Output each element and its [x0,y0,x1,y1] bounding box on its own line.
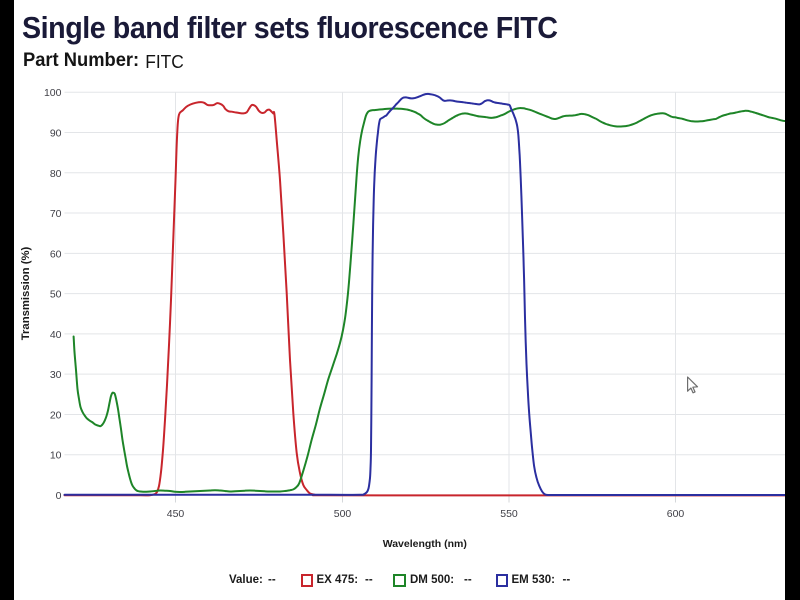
svg-text:40: 40 [50,329,62,341]
svg-text:90: 90 [50,128,62,140]
svg-text:500: 500 [334,508,352,520]
svg-text:80: 80 [50,168,62,180]
svg-text:30: 30 [50,369,62,381]
svg-text:550: 550 [500,508,518,520]
svg-text:0: 0 [56,490,62,502]
svg-text:Wavelength (nm): Wavelength (nm) [383,538,467,550]
svg-text:70: 70 [50,208,62,220]
svg-text:20: 20 [50,409,62,421]
svg-text:50: 50 [50,289,62,301]
svg-text:Transmission (%): Transmission (%) [20,246,32,340]
svg-text:450: 450 [167,508,185,520]
svg-text:100: 100 [44,87,62,99]
svg-text:600: 600 [667,508,685,520]
svg-text:10: 10 [50,450,62,462]
svg-text:60: 60 [50,248,62,260]
